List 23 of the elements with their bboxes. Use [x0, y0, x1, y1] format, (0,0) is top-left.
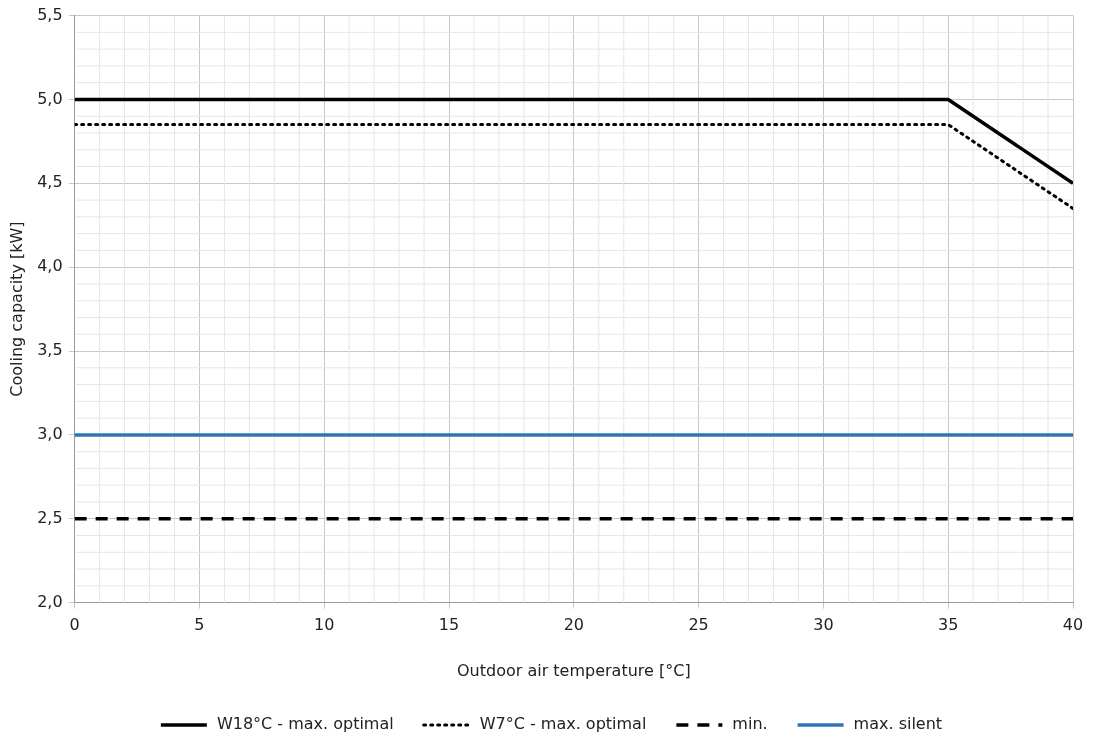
y-tick-label: 3,5: [37, 340, 63, 360]
x-tick-label: 35: [938, 615, 959, 635]
legend-label: W7°C - max. optimal: [479, 714, 647, 734]
x-tick-label: 25: [688, 615, 709, 635]
x-tick-label: 10: [314, 615, 335, 635]
x-tick-label: 15: [438, 615, 460, 635]
y-tick-label: 4,0: [37, 256, 63, 276]
y-tick-label: 2,5: [37, 507, 63, 527]
x-tick-label: 20: [563, 615, 584, 635]
y-tick-label: 2,0: [37, 591, 63, 611]
legend-label: max. silent: [853, 714, 943, 734]
legend-label: W18°C - max. optimal: [216, 714, 394, 734]
y-tick-label: 4,5: [37, 172, 63, 192]
legend-label: min.: [732, 714, 768, 734]
x-tick-label: 40: [1062, 615, 1084, 635]
x-tick-label: 0: [69, 615, 80, 635]
y-axis-title: Cooling capacity [kW]: [6, 221, 26, 397]
y-tick-label: 3,0: [37, 424, 63, 444]
x-axis-title: Outdoor air temperature [°C]: [457, 660, 691, 680]
y-tick-label: 5,5: [37, 4, 63, 24]
x-tick-label: 5: [194, 615, 205, 635]
y-tick-label: 5,0: [37, 88, 63, 108]
x-tick-label: 30: [813, 615, 834, 635]
